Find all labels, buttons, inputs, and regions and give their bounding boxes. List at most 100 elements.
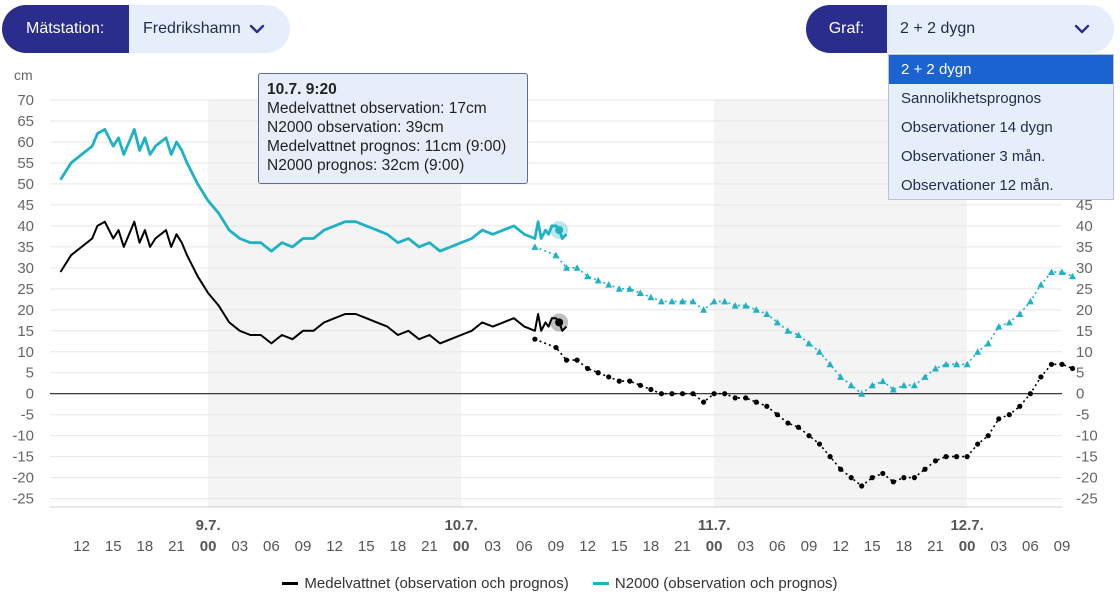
y-tick-label: 50 [17,176,34,193]
n2000-prognosis-point [721,297,729,305]
mean-prognosis-point [943,454,949,460]
y-tick-label-right: 5 [1076,365,1084,382]
tooltip-line-n2000-obs: N2000 observation: 39cm [267,119,444,136]
n2000-prognosis-point [700,306,708,313]
y-tick-label: 35 [17,239,34,256]
mean-prognosis-point [574,357,580,363]
mean-prognosis-point [700,399,707,405]
legend-swatch-black [282,582,299,585]
station-value: Fredrikshamn [143,20,241,37]
graph-value: 2 + 2 dygn [900,20,976,37]
day-label: 9.7. [196,517,221,534]
legend-item-mean[interactable]: Medelvattnet (observation och prognos) [282,575,569,592]
hour-tick-label: 18 [137,538,154,555]
hour-tick-label: 06 [769,538,786,555]
hour-tick-label: 12 [326,538,343,555]
n2000-prognosis-point [657,297,665,305]
n2000-prognosis-point [868,381,876,389]
mean-prognosis-point [637,382,643,388]
n2000-prognosis-point [889,386,897,393]
graph-option-3-months[interactable]: Observationer 3 mån. [901,148,1046,165]
mean-prognosis-point [795,424,802,430]
chevron-down-icon[interactable] [1074,23,1090,35]
mean-prognosis-point [774,412,780,418]
n2000-prognosis-point [752,306,760,313]
y-tick-label: 65 [17,113,34,130]
chevron-down-icon[interactable] [249,23,265,35]
mean-prognosis-point [1027,391,1033,397]
chart-legend: Medelvattnet (observation och prognos) N… [0,572,1120,592]
day-label: 12.7. [950,517,983,534]
y-tick-label-right: -5 [1076,407,1089,424]
y-tick-label: 25 [17,281,34,298]
hour-tick-label: 15 [358,538,375,555]
hour-tick-label: 00 [959,538,976,555]
legend-swatch-teal [592,582,609,585]
mean-prognosis-point [859,483,865,489]
hour-tick-label: 06 [1022,538,1039,555]
graph-option-probability[interactable]: Sannolikhetsprognos [901,90,1042,107]
n2000-prognosis-point [615,285,623,292]
y-tick-label: 15 [17,323,34,340]
n2000-prognosis-point [731,302,739,309]
n2000-prognosis-point [626,285,634,292]
y-tick-label-right: 15 [1076,323,1093,340]
mean-prognosis-point [806,433,812,439]
y-tick-label: -20 [12,470,34,487]
graph-options-menu[interactable]: 2 + 2 dygn Sannolikhetsprognos Observati… [888,54,1114,200]
y-axis-left: 7065605550454035302520151050-5-10-15-20-… [12,92,34,508]
n2000-prognosis-line [534,246,1073,395]
n2000-prognosis-point [974,348,982,355]
mean-prognosis-point [816,441,823,447]
mean-prognosis-point [606,374,612,380]
graph-selector[interactable]: Graf: 2 + 2 dygn [806,5,1114,53]
n2000-prognosis-point [594,276,602,284]
hour-tick-label: 15 [611,538,628,555]
graph-option-12-months[interactable]: Observationer 12 mån. [901,177,1054,194]
n2000-prognosis-point [1026,297,1034,305]
n2000-prognosis-point [605,281,613,288]
hour-tick-label: 15 [864,538,881,555]
n2000-prognosis-point [953,360,961,368]
hour-tick-label: 18 [390,538,407,555]
mean-prognosis-point [996,416,1002,422]
mean-prognosis-point [658,391,665,397]
n2000-prognosis-point [921,373,929,380]
n2000-prognosis-point [710,297,718,305]
graph-option-14-days[interactable]: Observationer 14 dygn [901,119,1053,136]
y-tick-label-right: 30 [1076,260,1093,277]
hour-tick-label: 06 [263,538,280,555]
n2000-prognosis-point [879,377,887,385]
mean-prognosis-point [953,454,960,460]
y-tick-label: 0 [26,386,34,403]
mean-prognosis-point [922,466,928,472]
mean-prognosis-point [848,475,854,481]
n2000-prognosis-point [552,251,560,259]
mean-prognosis-point [880,470,886,477]
graph-option-2plus2[interactable]: 2 + 2 dygn [889,55,1113,84]
mean-prognosis-point [563,357,570,363]
mean-prognosis-point [532,336,538,342]
y-tick-label: -10 [12,428,34,445]
x-axis: 9.7. 10.7. 11.7. 12.7. 12 15 18 21 00 03 06 09 12 15 1… [50,506,1070,555]
legend-label-n2000: N2000 (observation och prognos) [614,575,838,592]
legend-label-mean: Medelvattnet (observation och prognos) [304,575,569,592]
mean-prognosis-point [553,344,559,351]
mean-prognosis-point [732,395,738,401]
n2000-prognosis-point [858,390,866,397]
y-tick-label-right: 10 [1076,344,1093,361]
hour-tick-label: 03 [231,538,248,555]
legend-item-n2000[interactable]: N2000 (observation och prognos) [592,575,838,592]
hour-tick-label: 18 [643,538,660,555]
y-tick-label-right: -25 [1076,491,1098,508]
n2000-prognosis-point [1005,318,1013,326]
mean-prognosis-point [975,441,981,447]
graph-dropdown[interactable]: 2 + 2 dygn [887,5,1114,53]
mean-prognosis-point [827,454,833,460]
station-selector[interactable]: Mätstation: Fredrikshamn [2,5,290,53]
station-dropdown[interactable]: Fredrikshamn [129,5,290,53]
n2000-prognosis-point [742,302,750,309]
hour-tick-label: 21 [421,538,438,555]
n2000-prognosis-point [689,297,697,305]
n2000-prognosis-point [1069,272,1076,280]
